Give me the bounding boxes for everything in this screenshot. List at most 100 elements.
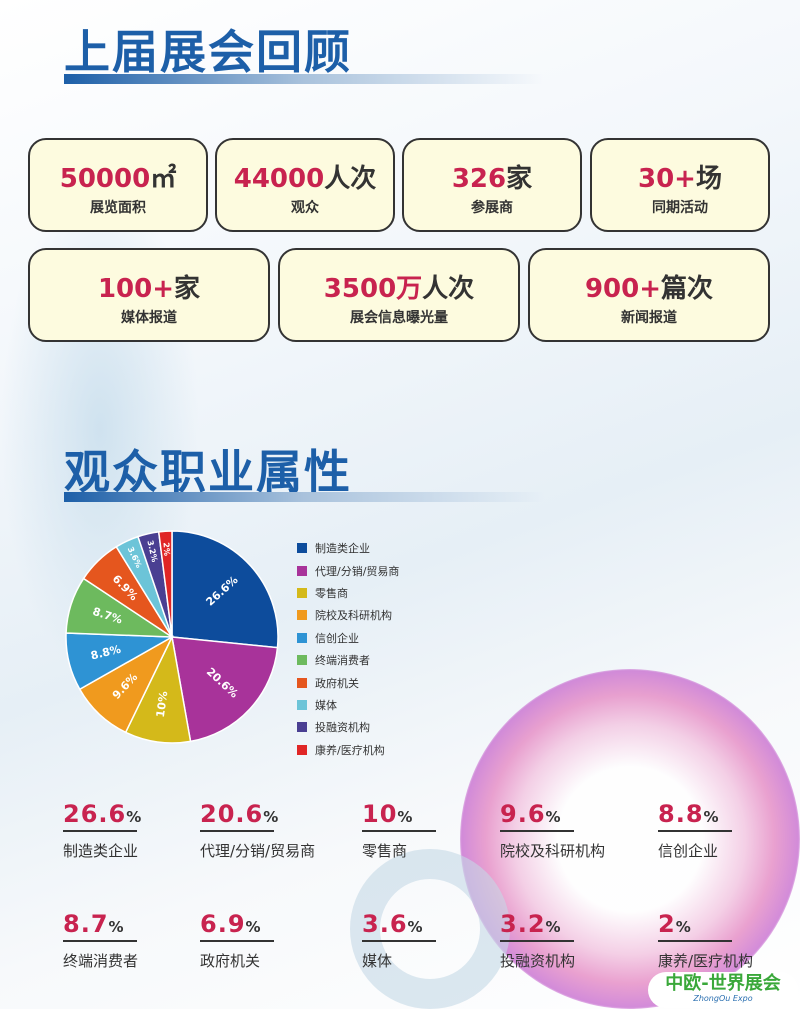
stat-label: 观众 — [291, 200, 319, 216]
pie-slice — [157, 530, 173, 638]
legend-item: 院校及科研机构 — [297, 604, 399, 626]
percent-stat: 9.6% 院校及科研机构 — [500, 800, 605, 861]
slice-label: 2% — [162, 542, 172, 556]
percent-label: 制造类企业 — [63, 842, 139, 860]
legend-label: 政府机关 — [315, 676, 359, 690]
legend-item: 制造类企业 — [297, 537, 399, 559]
stat-card: 3500万人次 展会信息曝光量 — [278, 248, 520, 342]
pie-slice — [171, 636, 279, 743]
stat-unit: 人次 — [422, 274, 475, 304]
logo: 中欧-世界展会 ZhongOu Expo — [648, 972, 798, 1008]
percent-value: 26.6 — [63, 800, 127, 828]
legend-swatch — [297, 655, 307, 666]
legend-swatch — [297, 587, 307, 598]
section-title-audience: 观众职业属性 — [64, 445, 352, 499]
stat-label: 参展商 — [471, 200, 513, 216]
legend-label: 终端消费者 — [315, 654, 370, 668]
percent-label: 媒体 — [362, 952, 393, 970]
percent-stat: 3.2% 投融资机构 — [500, 910, 575, 971]
percent-label: 信创企业 — [658, 842, 719, 860]
percent-stat: 26.6% 制造类企业 — [63, 800, 141, 861]
stat-label: 同期活动 — [652, 200, 708, 216]
stat-card: 100+家 媒体报道 — [28, 248, 270, 342]
legend-item: 康养/医疗机构 — [297, 739, 399, 761]
legend-swatch — [297, 744, 307, 755]
section-title-review: 上届展会回顾 — [64, 25, 352, 79]
stat-unit: 场 — [695, 164, 722, 194]
legend-label: 院校及科研机构 — [315, 609, 392, 623]
percent-unit: % — [545, 918, 562, 936]
stat-card: 50000㎡ 展览面积 — [28, 138, 208, 232]
percent-unit: % — [245, 918, 262, 936]
title-underline — [64, 492, 544, 502]
stat-unit: 家 — [174, 274, 201, 304]
title-underline — [64, 74, 544, 84]
percent-unit: % — [675, 918, 692, 936]
stat-label: 展会信息曝光量 — [350, 310, 448, 326]
percent-stat: 2% 康养/医疗机构 — [658, 910, 753, 971]
percent-unit: % — [263, 808, 280, 826]
stat-unit: 家 — [506, 164, 533, 194]
legend-swatch — [297, 632, 307, 643]
percent-unit: % — [126, 808, 143, 826]
legend-swatch — [297, 543, 307, 554]
legend-label: 代理/分销/贸易商 — [315, 564, 400, 578]
percent-value: 3.2 — [500, 910, 546, 938]
percent-label: 康养/医疗机构 — [658, 952, 754, 970]
percent-unit: % — [397, 808, 414, 826]
legend-swatch — [297, 610, 307, 621]
slice-label: 10% — [154, 690, 171, 718]
percent-label: 投融资机构 — [500, 952, 576, 970]
stat-card: 44000人次 观众 — [215, 138, 395, 232]
legend-swatch — [297, 722, 307, 733]
stat-unit: 人次 — [324, 164, 377, 194]
stat-label: 新闻报道 — [621, 310, 677, 326]
stat-label: 媒体报道 — [121, 310, 177, 326]
percent-stat: 20.6% 代理/分销/贸易商 — [200, 800, 315, 861]
legend-swatch — [297, 699, 307, 710]
percent-value: 3.6 — [362, 910, 408, 938]
percent-value: 6.9 — [200, 910, 246, 938]
percent-unit: % — [108, 918, 125, 936]
logo-sub: ZhongOu Expo — [693, 994, 753, 1003]
percent-value: 2 — [658, 910, 676, 938]
legend-label: 零售商 — [315, 586, 348, 600]
stat-unit: 篇次 — [661, 274, 714, 304]
pie-chart: 26.6%20.6%10%9.6%8.8%8.7%6.9%3.6% 3.2% 2% — [65, 530, 279, 744]
stat-value: 900+ — [584, 274, 662, 304]
stat-label: 展览面积 — [90, 200, 146, 216]
legend-label: 媒体 — [315, 698, 337, 712]
percent-stat: 6.9% 政府机关 — [200, 910, 274, 971]
stat-unit: ㎡ — [150, 164, 177, 194]
legend-swatch — [297, 677, 307, 688]
stat-value: 30+ — [638, 164, 696, 194]
legend-item: 信创企业 — [297, 627, 399, 649]
legend-label: 制造类企业 — [315, 542, 370, 556]
percent-value: 9.6 — [500, 800, 546, 828]
legend-label: 康养/医疗机构 — [315, 743, 385, 757]
legend-item: 投融资机构 — [297, 716, 399, 738]
stat-value: 44000 — [233, 164, 325, 194]
percent-label: 院校及科研机构 — [500, 842, 606, 860]
percent-unit: % — [545, 808, 562, 826]
stat-card: 326家 参展商 — [402, 138, 582, 232]
percent-label: 零售商 — [362, 842, 408, 860]
percent-stat: 8.8% 信创企业 — [658, 800, 732, 861]
legend-item: 代理/分销/贸易商 — [297, 559, 399, 581]
stat-value: 326 — [451, 164, 507, 194]
percent-stat: 8.7% 终端消费者 — [63, 910, 138, 971]
pie-slice — [171, 530, 279, 649]
percent-label: 终端消费者 — [63, 952, 139, 970]
legend-swatch — [297, 565, 307, 576]
percent-value: 20.6 — [200, 800, 264, 828]
percent-unit: % — [407, 918, 424, 936]
percent-stat: 10% 零售商 — [362, 800, 436, 861]
legend-item: 政府机关 — [297, 671, 399, 693]
percent-value: 8.8 — [658, 800, 704, 828]
logo-name: 中欧-世界展会 — [665, 973, 781, 994]
percent-label: 代理/分销/贸易商 — [200, 842, 316, 860]
legend-item: 零售商 — [297, 582, 399, 604]
stat-value: 100+ — [97, 274, 175, 304]
percent-unit: % — [703, 808, 720, 826]
stat-value: 50000 — [59, 164, 151, 194]
